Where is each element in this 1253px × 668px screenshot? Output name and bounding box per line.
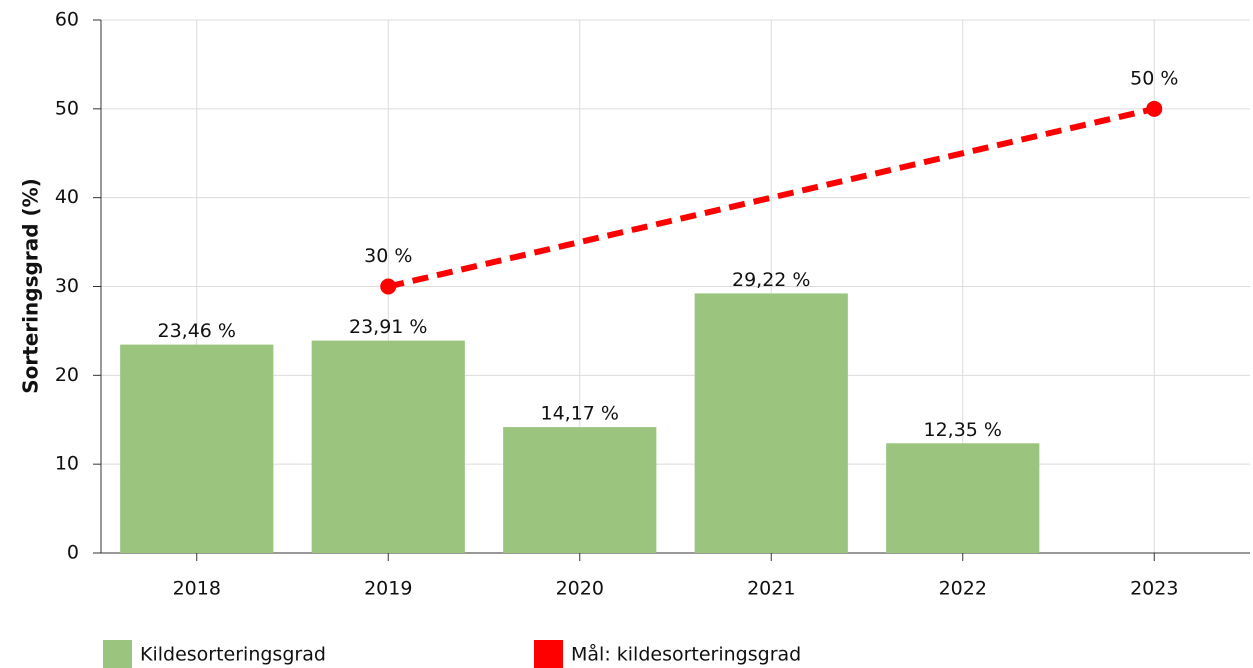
y-tick-label: 40	[55, 186, 79, 208]
legend-swatch	[103, 640, 132, 668]
data-label: 14,17 %	[541, 403, 620, 425]
data-label: 29,22 %	[732, 269, 811, 291]
bar	[503, 427, 657, 553]
x-tick-label: 2022	[939, 578, 987, 600]
x-tick-label: 2018	[173, 578, 221, 600]
bar	[694, 293, 848, 553]
y-tick-label: 30	[55, 275, 79, 297]
y-axis-title: Sorteringsgrad (%)	[19, 178, 43, 394]
y-tick-label: 20	[55, 364, 79, 386]
data-label: 12,35 %	[924, 419, 1003, 441]
x-tick-label: 2020	[556, 578, 604, 600]
y-tick-label: 0	[67, 542, 79, 564]
y-tick-label: 50	[55, 97, 79, 119]
x-tick-label: 2023	[1130, 578, 1178, 600]
x-tick-label: 2021	[747, 578, 795, 600]
line-point	[380, 278, 397, 295]
data-label: 50 %	[1130, 67, 1178, 89]
legend-label: Mål: kildesorteringsgrad	[571, 643, 801, 666]
legend-swatch	[534, 640, 563, 668]
bar	[120, 344, 274, 553]
data-label: 23,46 %	[158, 320, 237, 342]
y-tick-label: 10	[55, 453, 79, 475]
bar	[311, 340, 465, 553]
data-label: 23,91 %	[349, 316, 428, 338]
line-point	[1146, 100, 1163, 117]
legend-label: Kildesorteringsgrad	[140, 644, 326, 666]
y-tick-label: 60	[55, 9, 79, 31]
bar	[886, 443, 1040, 553]
x-tick-label: 2019	[364, 578, 412, 600]
line	[387, 105, 1155, 290]
data-label: 30 %	[364, 245, 412, 267]
